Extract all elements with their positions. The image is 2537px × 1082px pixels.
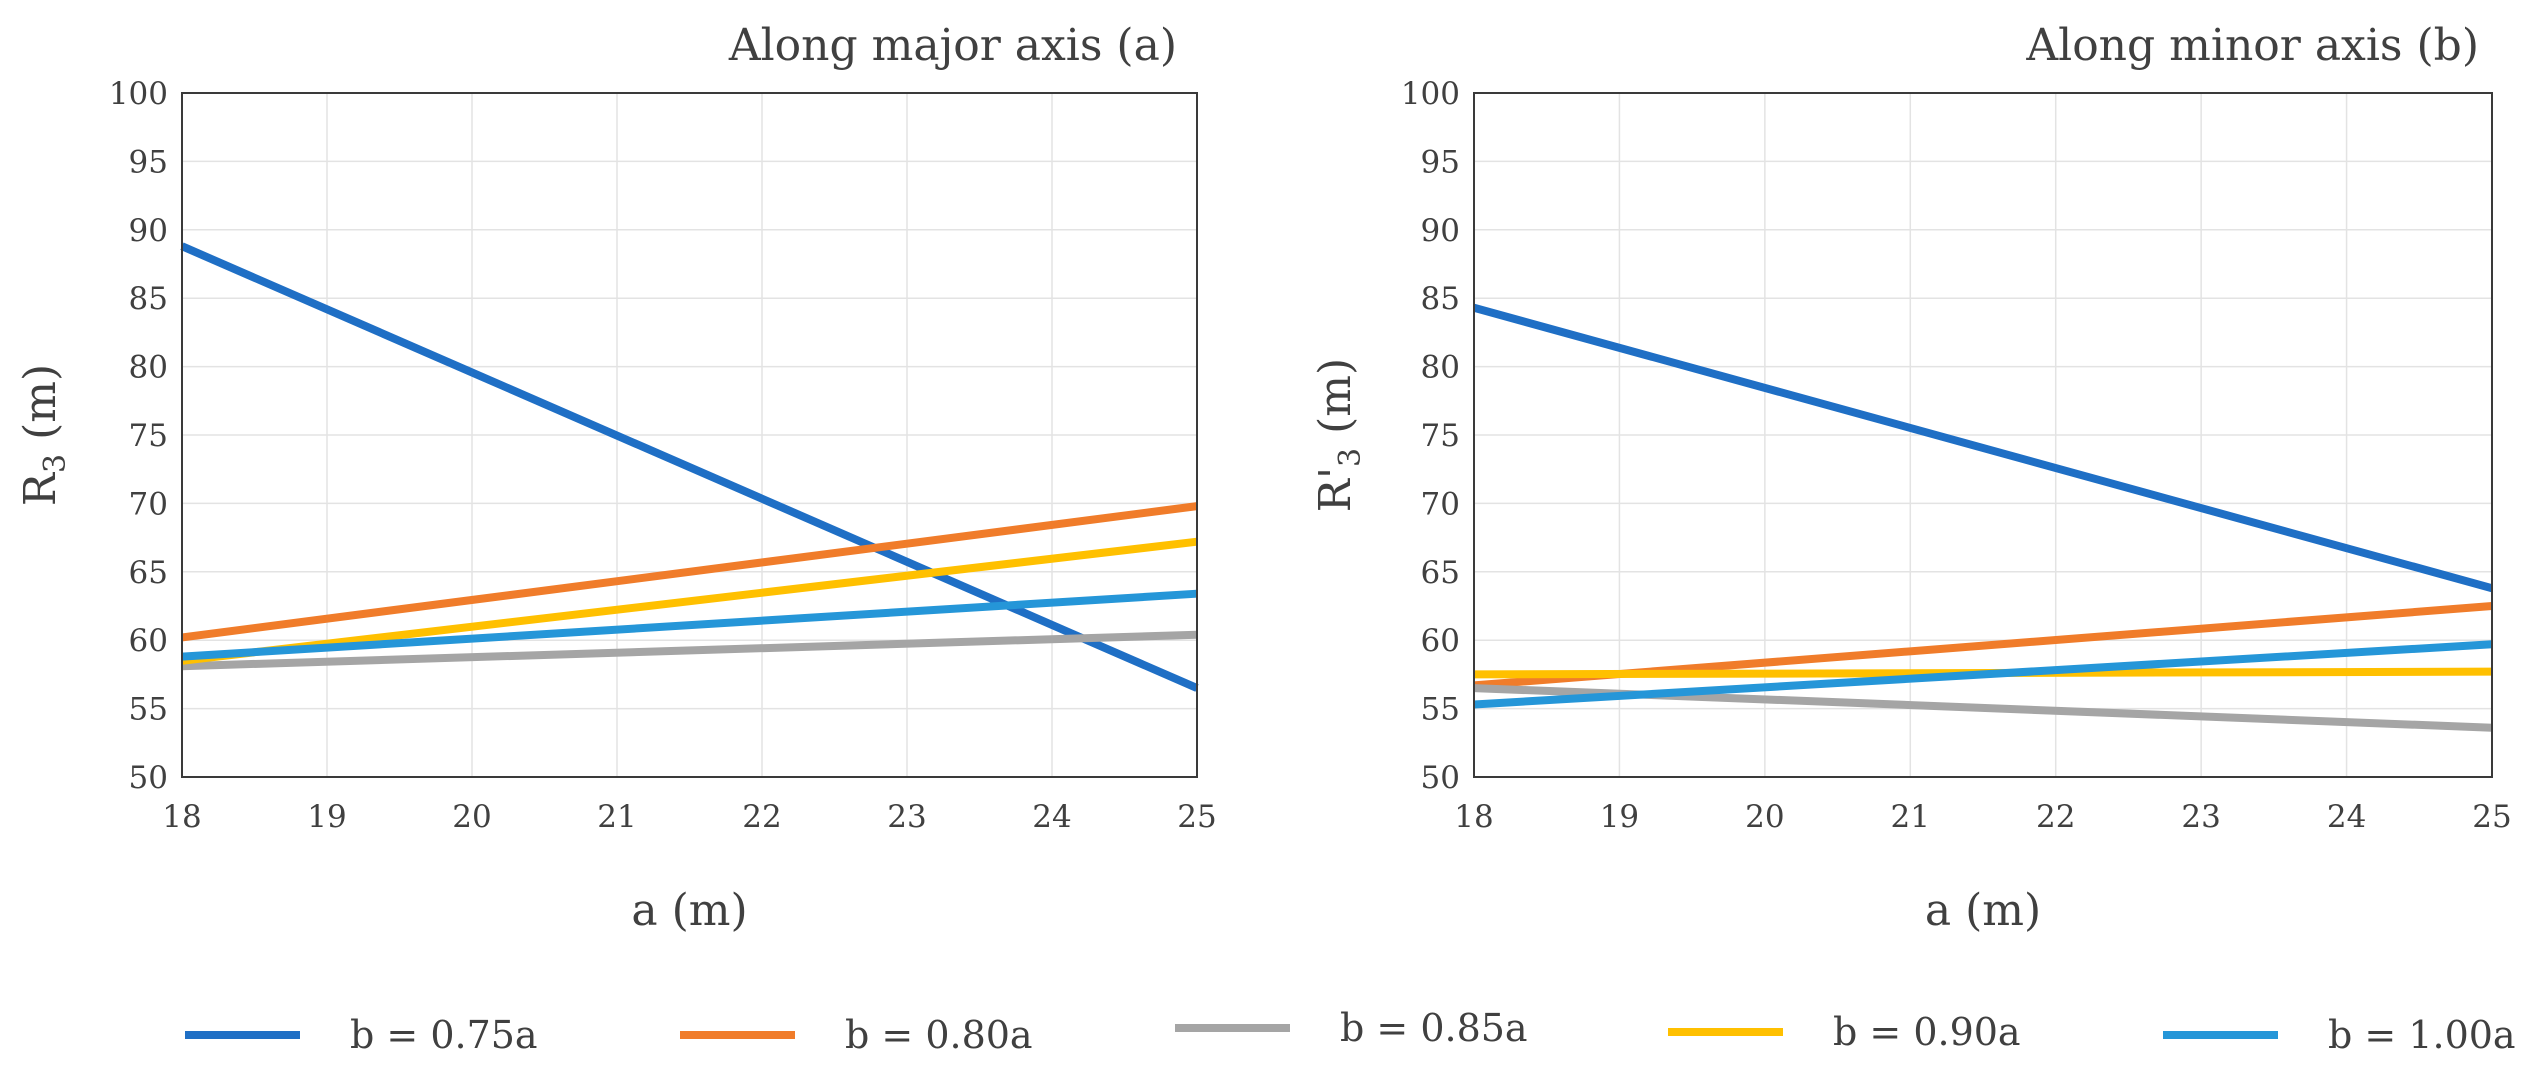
- y-tick-label: 65: [129, 555, 168, 591]
- series-line-b-0-85a: [181, 630, 1198, 671]
- x-tick-label: 19: [1600, 799, 1639, 835]
- y-tick-label: 80: [1421, 350, 1460, 386]
- legend-entry-label: b = 0.80a: [845, 1013, 1033, 1057]
- x-tick-label: 20: [1745, 799, 1784, 835]
- chart-minor-axis: 18 19 20 21 22 23 24 25 50 55 60 65 70 75 80 85 90 95 100 A…: [1310, 20, 2512, 936]
- y-tick-label: 100: [1401, 76, 1460, 112]
- y-tick-label: 85: [1421, 281, 1460, 317]
- x-tick-label: 22: [2036, 799, 2075, 835]
- y-tick-label: 50: [1421, 760, 1460, 796]
- y-tick-label: 100: [109, 76, 168, 112]
- chart-title: Along minor axis (b): [2025, 20, 2479, 71]
- y-axis-label-subscript: 3: [1333, 448, 1368, 467]
- series-line-b-1-00a: [181, 589, 1198, 661]
- y-tick-label: 75: [1421, 418, 1460, 454]
- y-tick-label: 75: [129, 418, 168, 454]
- x-tick-label: 22: [742, 799, 781, 835]
- x-tick-label: 18: [162, 799, 201, 835]
- series-line-b-1-00a: [1473, 640, 2493, 709]
- series-line-b-0-90a: [181, 537, 1198, 665]
- y-tick-label: 60: [129, 623, 168, 659]
- plot-area-border: [1473, 92, 2493, 778]
- x-tick-label: 23: [2181, 799, 2220, 835]
- y-tick-label: 55: [1421, 692, 1460, 728]
- x-tick-label: 20: [452, 799, 491, 835]
- y-tick-label: 95: [1421, 144, 1460, 180]
- x-tick-label: 25: [2472, 799, 2511, 835]
- legend-entry-label: b = 0.75a: [350, 1013, 538, 1057]
- chart-title: Along major axis (a): [728, 20, 1177, 71]
- y-axis-label-unit: (m): [1310, 358, 1361, 448]
- y-axis-label: R3 (m): [15, 364, 73, 506]
- legend-entry-label: b = 1.00a: [2328, 1013, 2516, 1057]
- x-tick-label: 18: [1454, 799, 1493, 835]
- x-tick-label: 24: [2327, 799, 2366, 835]
- legend-entry-label: b = 0.90a: [1833, 1010, 2021, 1054]
- plot-area-border: [181, 92, 1198, 778]
- y-tick-label: 60: [1421, 623, 1460, 659]
- x-axis-label: a (m): [631, 885, 747, 936]
- y-axis-label: R'3 (m): [1310, 358, 1368, 512]
- legend-entry-label: b = 0.85a: [1340, 1006, 1528, 1050]
- y-axis-label-main: R: [15, 471, 66, 506]
- y-tick-label: 95: [129, 144, 168, 180]
- y-axis-label-main: R': [1310, 467, 1361, 512]
- y-axis-label-unit: (m): [15, 364, 66, 454]
- x-tick-label: 19: [307, 799, 346, 835]
- y-tick-label: 90: [1421, 213, 1460, 249]
- series-line-b-0-80a: [181, 502, 1198, 642]
- series-line-b-0-75a: [1472, 303, 2494, 593]
- x-tick-label: 21: [1891, 799, 1930, 835]
- y-tick-label: 70: [129, 486, 168, 522]
- series-line-b-0-75a: [180, 242, 1199, 692]
- y-tick-label: 55: [129, 692, 168, 728]
- y-tick-label: 80: [129, 350, 168, 386]
- x-tick-label: 23: [887, 799, 926, 835]
- x-axis-label: a (m): [1925, 885, 2041, 936]
- x-tick-label: 24: [1032, 799, 1071, 835]
- y-tick-label: 90: [129, 213, 168, 249]
- gridlines: [181, 92, 1198, 778]
- y-tick-label: 65: [1421, 555, 1460, 591]
- y-axis-label-subscript: 3: [38, 454, 73, 473]
- x-tick-label: 25: [1177, 799, 1216, 835]
- legend: b = 0.75a b = 0.80a b = 0.85a b = 0.90a b = …: [185, 1006, 2516, 1057]
- chart-major-axis: 18 19 20 21 22 23 24 25 50 55 60 65 70 75 80 85 90 95 100 A…: [15, 20, 1217, 936]
- x-tick-label: 21: [597, 799, 636, 835]
- y-tick-label: 85: [129, 281, 168, 317]
- y-tick-label: 50: [129, 760, 168, 796]
- y-tick-label: 70: [1421, 486, 1460, 522]
